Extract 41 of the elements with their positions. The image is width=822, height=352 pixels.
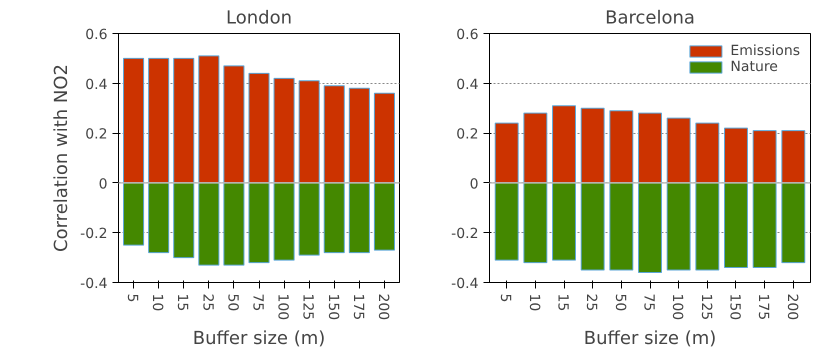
y-axis-title: Correlation with NO2	[51, 64, 72, 252]
x-axis-title: Buffer size (m)	[192, 328, 326, 350]
x-tick-label: 75	[250, 294, 266, 312]
chart-title: London	[226, 8, 292, 28]
x-tick-label: 150	[726, 294, 742, 320]
x-tick-label: 175	[755, 294, 772, 320]
x-axis-title: Buffer size (m)	[584, 328, 716, 350]
y-tick-label: 0.6	[456, 27, 479, 43]
legend-label: Emissions	[730, 43, 800, 59]
x-tick-label: 200	[374, 294, 391, 320]
x-tick-label: 150	[324, 294, 341, 320]
y-tick-label: 0.4	[85, 76, 108, 93]
x-tick-label: 10	[526, 294, 542, 312]
x-tick-label: 10	[149, 294, 166, 312]
x-tick-label: 75	[640, 294, 656, 312]
y-tick-label: 0.2	[456, 126, 478, 143]
x-tick-label: 5	[124, 294, 140, 302]
x-tick-label: 15	[554, 294, 571, 312]
x-tick-label: 200	[784, 294, 800, 320]
x-tick-label: 125	[698, 294, 714, 320]
x-tick-label: 25	[583, 294, 600, 312]
x-tick-label: 100	[274, 294, 291, 320]
y-tick-label: -0.2	[80, 226, 108, 242]
y-tick-label: 0.6	[85, 27, 108, 43]
x-tick-label: 25	[199, 294, 216, 312]
y-tick-label: -0.2	[451, 226, 479, 242]
x-tick-label: 5	[497, 294, 514, 302]
y-tick-label: 0.4	[456, 76, 479, 93]
y-tick-label: 0.2	[85, 126, 108, 143]
legend-label: Nature	[730, 59, 778, 75]
x-tick-label: 15	[174, 294, 190, 312]
x-tick-label: 50	[224, 294, 240, 312]
x-tick-label: 175	[350, 294, 366, 320]
y-tick-label: -0.4	[451, 276, 479, 292]
y-tick-label: 0	[470, 176, 479, 192]
x-tick-label: 125	[300, 294, 316, 320]
chart-title: Barcelona	[605, 8, 695, 28]
x-tick-label: 50	[612, 294, 628, 312]
y-tick-label: 0	[98, 176, 108, 192]
y-tick-label: -0.4	[80, 276, 108, 292]
x-tick-label: 100	[669, 294, 686, 320]
